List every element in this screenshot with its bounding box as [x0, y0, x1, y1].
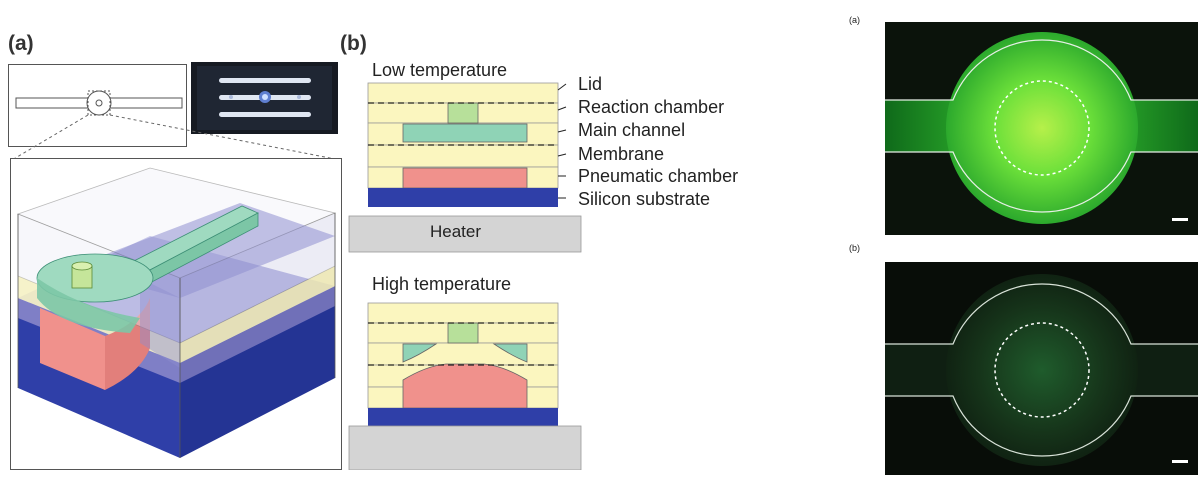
- image-a-label: (a): [849, 15, 860, 25]
- label-pneumatic-chamber: Pneumatic chamber: [578, 166, 739, 186]
- label-membrane: Membrane: [578, 144, 665, 164]
- fluorescence-image-b: [885, 262, 1198, 475]
- label-lid: Lid: [578, 74, 603, 94]
- image-b-label: (b): [849, 243, 860, 253]
- chip-photo: [191, 62, 338, 134]
- chip-top-view: [8, 64, 187, 147]
- label-silicon-substrate: Silicon substrate: [578, 189, 711, 209]
- chip-3d-view: [10, 158, 342, 470]
- low-temperature-stack: [348, 82, 582, 253]
- high-temperature-title: High temperature: [372, 274, 512, 294]
- panel-a-label: (a): [8, 32, 34, 55]
- high-temperature-stack: [348, 302, 582, 470]
- heater-label: Heater: [430, 222, 482, 241]
- zoom-lines: [11, 114, 341, 161]
- low-temperature-title: Low temperature: [372, 60, 508, 80]
- fluorescence-image-a: [885, 22, 1198, 235]
- label-reaction-chamber: Reaction chamber: [578, 97, 725, 117]
- panel-b-label: (b): [340, 32, 367, 55]
- label-main-channel: Main channel: [578, 120, 686, 140]
